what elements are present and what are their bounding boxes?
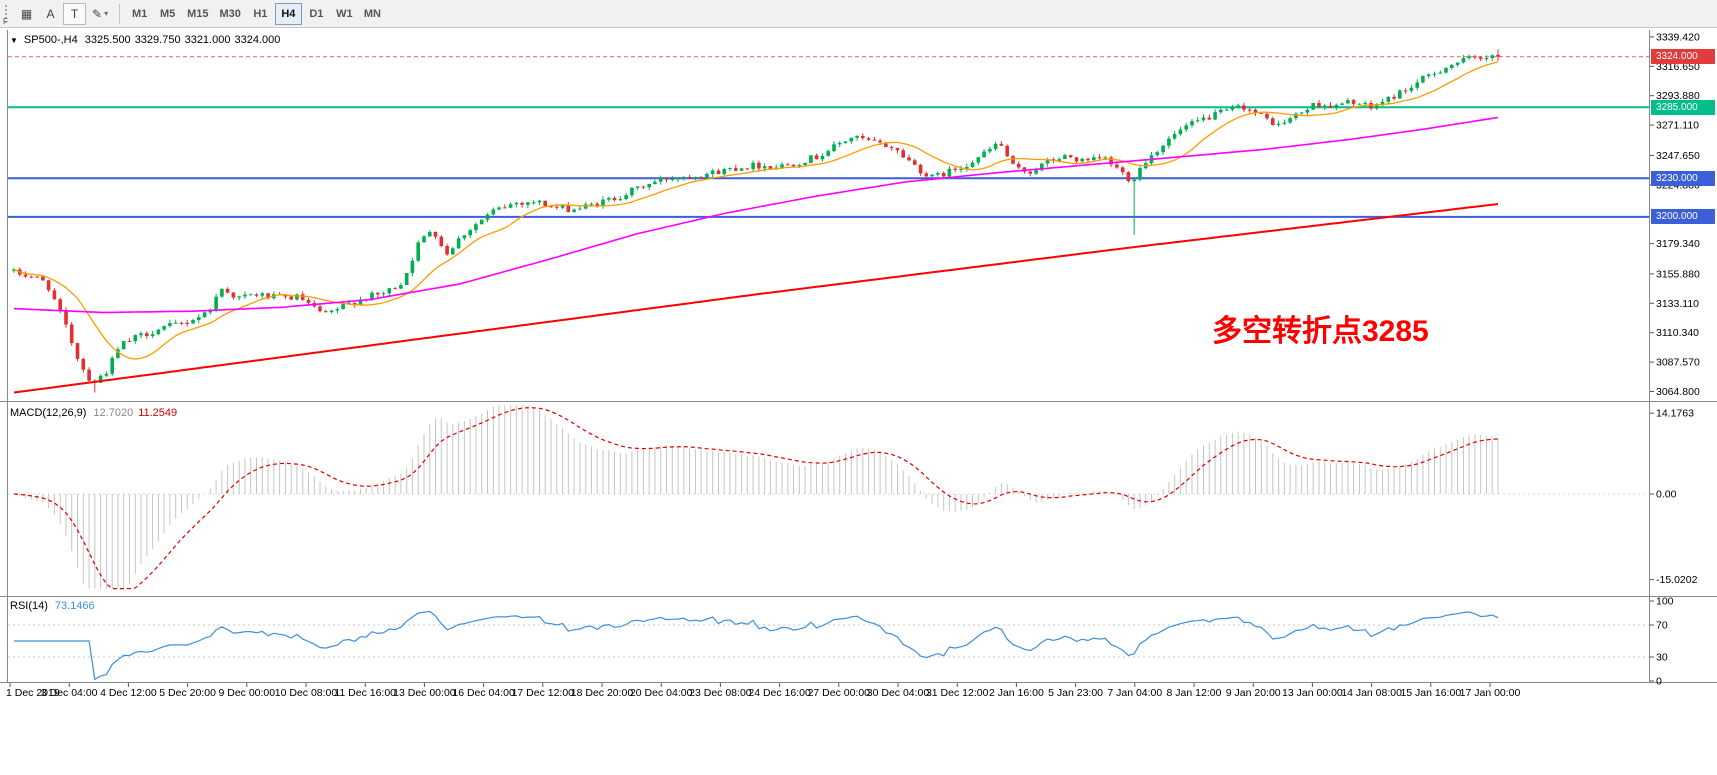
draw-tools-button[interactable]: ✎ ▾ [87,3,113,25]
svg-text:3339.420: 3339.420 [1656,31,1700,43]
svg-text:14.1763: 14.1763 [1656,408,1694,420]
svg-text:2 Jan 16:00: 2 Jan 16:00 [989,687,1044,699]
chart-selector-icon[interactable]: ▼ [10,36,18,45]
svg-text:0: 0 [1656,676,1662,688]
macd-histogram [8,405,1649,589]
rsi-line [14,610,1499,681]
chart-title-symbol: SP500-,H4 [23,34,78,46]
svg-text:5 Jan 23:00: 5 Jan 23:00 [1048,687,1103,699]
timeframe-m1-button[interactable]: M1 [126,3,153,25]
ma-fast-line [13,61,1499,360]
svg-text:3271.110: 3271.110 [1656,120,1699,132]
svg-text:3087.570: 3087.570 [1656,357,1700,369]
chart-frame [0,30,1717,683]
svg-text:7 Jan 04:00: 7 Jan 04:00 [1107,687,1162,699]
timeframe-m15-button[interactable]: M15 [182,3,213,25]
svg-text:15 Jan 16:00: 15 Jan 16:00 [1400,687,1461,699]
candles-layer [12,49,1500,393]
grid-tool-button[interactable]: ▦ [15,3,38,25]
svg-text:100: 100 [1656,596,1674,608]
svg-text:3133.110: 3133.110 [1656,298,1699,310]
svg-text:3110.340: 3110.340 [1656,327,1699,339]
toolbar: ▦ A T ✎ ▾ M1 M5 M15 M30 H1 H4 D1 W1 MN [0,0,1717,28]
svg-text:20 Dec 04:00: 20 Dec 04:00 [630,687,693,699]
svg-text:9 Jan 20:00: 9 Jan 20:00 [1226,687,1281,699]
svg-text:3155.880: 3155.880 [1656,268,1700,280]
svg-text:30: 30 [1656,652,1668,664]
svg-text:4 Dec 12:00: 4 Dec 12:00 [100,687,157,699]
toolbar-drag-handle[interactable] [5,4,10,23]
type-tool-button[interactable]: T [63,2,86,25]
quote-open: 3325.500 [84,34,131,46]
macd-axis: 14.1763 0.00 -15.0202 [1650,408,1698,586]
timeframe-mn-button[interactable]: MN [359,3,386,25]
ma-medium-line [13,116,1499,314]
timeframe-h1-button[interactable]: H1 [247,3,274,25]
rsi-level-lines [8,624,1649,658]
quote-close: 3324.000 [234,34,281,46]
timeframe-w1-button[interactable]: W1 [331,3,358,25]
timeframe-h4-button[interactable]: H4 [274,2,302,25]
svg-text:27 Dec 00:00: 27 Dec 00:00 [808,687,871,699]
text-tool-icon: A [46,6,55,21]
svg-text:17 Jan 00:00: 17 Jan 00:00 [1460,687,1521,699]
svg-text:31 Dec 12:00: 31 Dec 12:00 [926,687,989,699]
svg-text:10 Dec 08:00: 10 Dec 08:00 [275,687,338,699]
macd-name: MACD(12,26,9) [10,407,87,419]
rsi-axis: 100 70 30 0 [1650,596,1674,688]
svg-text:30 Dec 04:00: 30 Dec 04:00 [867,687,930,699]
hline-3230-badge: 3230.000 [1651,170,1715,186]
chevron-down-icon: ▾ [104,9,109,18]
svg-text:3179.340: 3179.340 [1656,238,1700,250]
text-tool-button[interactable]: A [39,3,62,25]
svg-text:11 Dec 16:00: 11 Dec 16:00 [334,687,396,699]
svg-text:13 Dec 00:00: 13 Dec 00:00 [393,687,456,699]
timeframe-d1-button[interactable]: D1 [303,3,330,25]
quote-high: 3329.750 [134,34,181,46]
svg-text:3247.650: 3247.650 [1656,150,1700,162]
svg-text:18 Dec 20:00: 18 Dec 20:00 [571,687,634,699]
svg-text:5 Dec 20:00: 5 Dec 20:00 [159,687,216,699]
ma-slow-line [13,203,1499,394]
timeframe-m5-button[interactable]: M5 [154,3,181,25]
quote-low: 3321.000 [184,34,231,46]
macd-main-value: 12.7020 [93,407,134,419]
macd-signal-value: 11.2549 [138,407,178,419]
svg-text:3 Dec 04:00: 3 Dec 04:00 [41,687,98,699]
svg-text:16 Dec 04:00: 16 Dec 04:00 [452,687,515,699]
hline-3200-badge: 3200.000 [1651,209,1715,225]
svg-text:13 Jan 00:00: 13 Jan 00:00 [1282,687,1343,699]
svg-text:23 Dec 08:00: 23 Dec 08:00 [689,687,752,699]
current-price-badge: 3324.000 [1651,49,1715,65]
svg-text:0.00: 0.00 [1656,489,1677,501]
svg-text:24 Dec 16:00: 24 Dec 16:00 [748,687,811,699]
toolbar-dock-label: F [3,17,8,26]
svg-text:1 Dec 2019: 1 Dec 2019 [6,687,60,699]
svg-text:3293.880: 3293.880 [1656,90,1700,102]
macd-label: MACD(12,26,9) 12.7020 11.2549 [10,407,177,419]
svg-text:8 Jan 12:00: 8 Jan 12:00 [1167,687,1222,699]
rsi-name: RSI(14) [10,600,48,612]
pencil-icon: ✎ [92,6,103,21]
svg-text:9 Dec 00:00: 9 Dec 00:00 [218,687,275,699]
macd-signal-line [13,407,1499,590]
timeframe-m30-button[interactable]: M30 [214,3,245,25]
type-tool-icon: T [70,6,79,21]
chart-title: ▼ SP500-,H4 3325.500 3329.750 3321.000 3324.… [10,34,284,46]
rsi-label: RSI(14) 73.1466 [10,600,95,612]
svg-text:14 Jan 08:00: 14 Jan 08:00 [1341,687,1402,699]
svg-text:17 Dec 12:00: 17 Dec 12:00 [512,687,575,699]
grid-icon: ▦ [20,6,33,21]
price-axis: 3339.4203316.6503293.8803271.1103247.650… [1650,31,1700,398]
rsi-value: 73.1466 [54,600,95,612]
toolbar-separator [119,3,121,24]
svg-text:70: 70 [1656,620,1668,632]
chart-annotation-text: 多空转折点3285 [1212,315,1429,348]
svg-text:3064.800: 3064.800 [1656,386,1700,398]
svg-text:-15.0202: -15.0202 [1656,574,1698,586]
hline-3285-badge: 3285.000 [1651,99,1715,115]
